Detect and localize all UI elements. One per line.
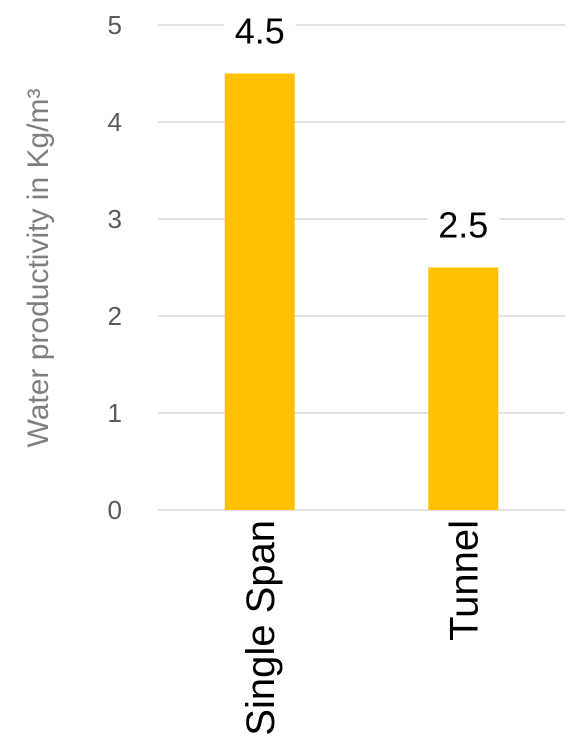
data-label: 2.5 bbox=[438, 205, 488, 246]
x-category-label: Tunnel bbox=[442, 520, 486, 641]
y-tick-label: 3 bbox=[108, 204, 122, 234]
bar bbox=[428, 267, 499, 510]
y-tick-label: 4 bbox=[108, 107, 122, 137]
y-tick-label: 2 bbox=[108, 301, 122, 331]
x-category-label: Single Span bbox=[239, 520, 283, 736]
y-axis-label: Water productivity in Kg/m³ bbox=[22, 89, 55, 448]
bars bbox=[224, 73, 499, 510]
gridlines bbox=[158, 24, 565, 511]
y-tick-label: 1 bbox=[108, 398, 122, 428]
data-label: 4.5 bbox=[235, 11, 285, 52]
data-labels: 4.5 2.5 bbox=[223, 7, 500, 248]
bar bbox=[224, 73, 295, 510]
y-tick-label: 5 bbox=[108, 10, 122, 40]
y-axis-ticks: 0 1 2 3 4 5 bbox=[108, 10, 122, 525]
data-label-background bbox=[427, 201, 500, 248]
y-tick-label: 0 bbox=[108, 495, 122, 525]
data-label-background bbox=[223, 7, 296, 54]
x-axis-categories: Single Span Tunnel bbox=[239, 520, 487, 736]
